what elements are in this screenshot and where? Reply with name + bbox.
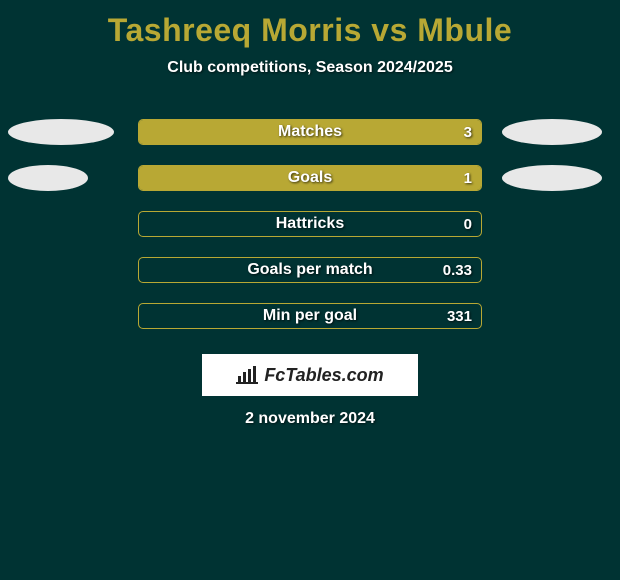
bar-track	[138, 119, 482, 145]
left-ellipse	[8, 165, 88, 191]
stat-row: Goals 1	[0, 165, 620, 195]
logo-text: FcTables.com	[264, 365, 383, 386]
stat-rows: Matches 3 Goals 1 Hattricks 0 Goals per …	[0, 119, 620, 333]
bar-track	[138, 303, 482, 329]
bar-track	[138, 165, 482, 191]
bar-track	[138, 257, 482, 283]
bar-track	[138, 211, 482, 237]
logo-box: FcTables.com	[202, 354, 418, 396]
stat-row: Hattricks 0	[0, 211, 620, 241]
bar-fill	[139, 120, 481, 144]
left-ellipse	[8, 119, 114, 145]
subtitle: Club competitions, Season 2024/2025	[0, 59, 620, 77]
stat-row: Goals per match 0.33	[0, 257, 620, 287]
right-ellipse	[502, 119, 602, 145]
bar-fill	[139, 166, 481, 190]
stat-row: Matches 3	[0, 119, 620, 149]
page-title: Tashreeq Morris vs Mbule	[0, 0, 620, 49]
right-ellipse	[502, 165, 602, 191]
stat-row: Min per goal 331	[0, 303, 620, 333]
chart-icon	[236, 366, 258, 384]
date-text: 2 november 2024	[0, 410, 620, 428]
